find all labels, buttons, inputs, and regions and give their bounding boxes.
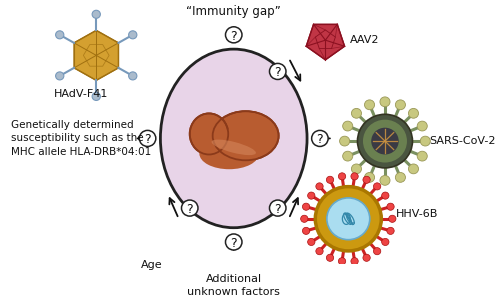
Text: ?: ? bbox=[230, 237, 237, 250]
Circle shape bbox=[316, 187, 382, 251]
Ellipse shape bbox=[212, 111, 278, 160]
Circle shape bbox=[374, 248, 381, 255]
Circle shape bbox=[363, 120, 407, 163]
Circle shape bbox=[363, 176, 370, 183]
Circle shape bbox=[351, 258, 358, 265]
Circle shape bbox=[396, 100, 406, 110]
Text: SARS-CoV-2: SARS-CoV-2 bbox=[429, 136, 496, 146]
Circle shape bbox=[308, 192, 315, 199]
Circle shape bbox=[128, 31, 137, 39]
Ellipse shape bbox=[160, 49, 307, 228]
Circle shape bbox=[382, 192, 389, 199]
Text: AAV2: AAV2 bbox=[350, 35, 380, 45]
Circle shape bbox=[308, 238, 315, 246]
Circle shape bbox=[352, 164, 362, 174]
Ellipse shape bbox=[190, 113, 228, 155]
Circle shape bbox=[352, 108, 362, 118]
Circle shape bbox=[342, 151, 353, 161]
Circle shape bbox=[417, 151, 428, 161]
Circle shape bbox=[408, 108, 418, 118]
Text: ?: ? bbox=[144, 133, 151, 147]
Circle shape bbox=[380, 176, 390, 185]
Circle shape bbox=[316, 183, 323, 190]
Circle shape bbox=[396, 173, 406, 182]
Polygon shape bbox=[306, 24, 344, 60]
Text: “Immunity gap”: “Immunity gap” bbox=[186, 5, 281, 18]
Circle shape bbox=[338, 173, 345, 180]
Text: Additional
unknown factors: Additional unknown factors bbox=[188, 274, 280, 296]
Circle shape bbox=[302, 227, 310, 234]
Circle shape bbox=[226, 234, 242, 250]
Circle shape bbox=[226, 27, 242, 43]
Circle shape bbox=[140, 130, 156, 147]
Circle shape bbox=[371, 128, 398, 155]
Text: ?: ? bbox=[230, 30, 237, 43]
Circle shape bbox=[326, 176, 334, 183]
Text: Age: Age bbox=[140, 260, 162, 270]
Circle shape bbox=[56, 31, 64, 39]
Circle shape bbox=[340, 136, 349, 146]
Circle shape bbox=[302, 203, 310, 210]
Circle shape bbox=[420, 136, 430, 146]
Circle shape bbox=[342, 121, 353, 131]
Circle shape bbox=[364, 173, 374, 182]
Circle shape bbox=[92, 10, 100, 18]
Circle shape bbox=[128, 72, 137, 80]
Circle shape bbox=[358, 114, 412, 168]
Circle shape bbox=[388, 215, 396, 222]
Circle shape bbox=[351, 173, 358, 180]
Circle shape bbox=[182, 200, 198, 216]
Circle shape bbox=[327, 198, 370, 240]
Circle shape bbox=[374, 183, 381, 190]
Ellipse shape bbox=[200, 138, 259, 169]
Ellipse shape bbox=[198, 129, 260, 165]
Text: Genetically determined
susceptibility such as the
MHC allele HLA-DRB*04:01: Genetically determined susceptibility su… bbox=[11, 120, 151, 157]
Ellipse shape bbox=[212, 140, 256, 155]
Circle shape bbox=[408, 164, 418, 174]
Circle shape bbox=[316, 248, 323, 255]
Circle shape bbox=[92, 92, 100, 100]
Circle shape bbox=[312, 130, 328, 147]
Circle shape bbox=[326, 254, 334, 261]
Text: ?: ? bbox=[274, 66, 281, 79]
Circle shape bbox=[300, 215, 308, 222]
Circle shape bbox=[56, 72, 64, 80]
Circle shape bbox=[387, 227, 394, 234]
Circle shape bbox=[338, 258, 345, 265]
Text: ?: ? bbox=[274, 203, 281, 216]
Circle shape bbox=[387, 203, 394, 210]
Text: HAdV-F41: HAdV-F41 bbox=[54, 89, 108, 99]
Circle shape bbox=[382, 238, 389, 246]
Text: ?: ? bbox=[316, 133, 323, 147]
Circle shape bbox=[270, 63, 286, 80]
Circle shape bbox=[270, 200, 286, 216]
Circle shape bbox=[380, 97, 390, 107]
Circle shape bbox=[417, 121, 428, 131]
Circle shape bbox=[364, 100, 374, 110]
Circle shape bbox=[363, 254, 370, 261]
Polygon shape bbox=[74, 30, 118, 81]
Text: HHV-6B: HHV-6B bbox=[396, 209, 438, 219]
Text: ?: ? bbox=[186, 203, 193, 216]
